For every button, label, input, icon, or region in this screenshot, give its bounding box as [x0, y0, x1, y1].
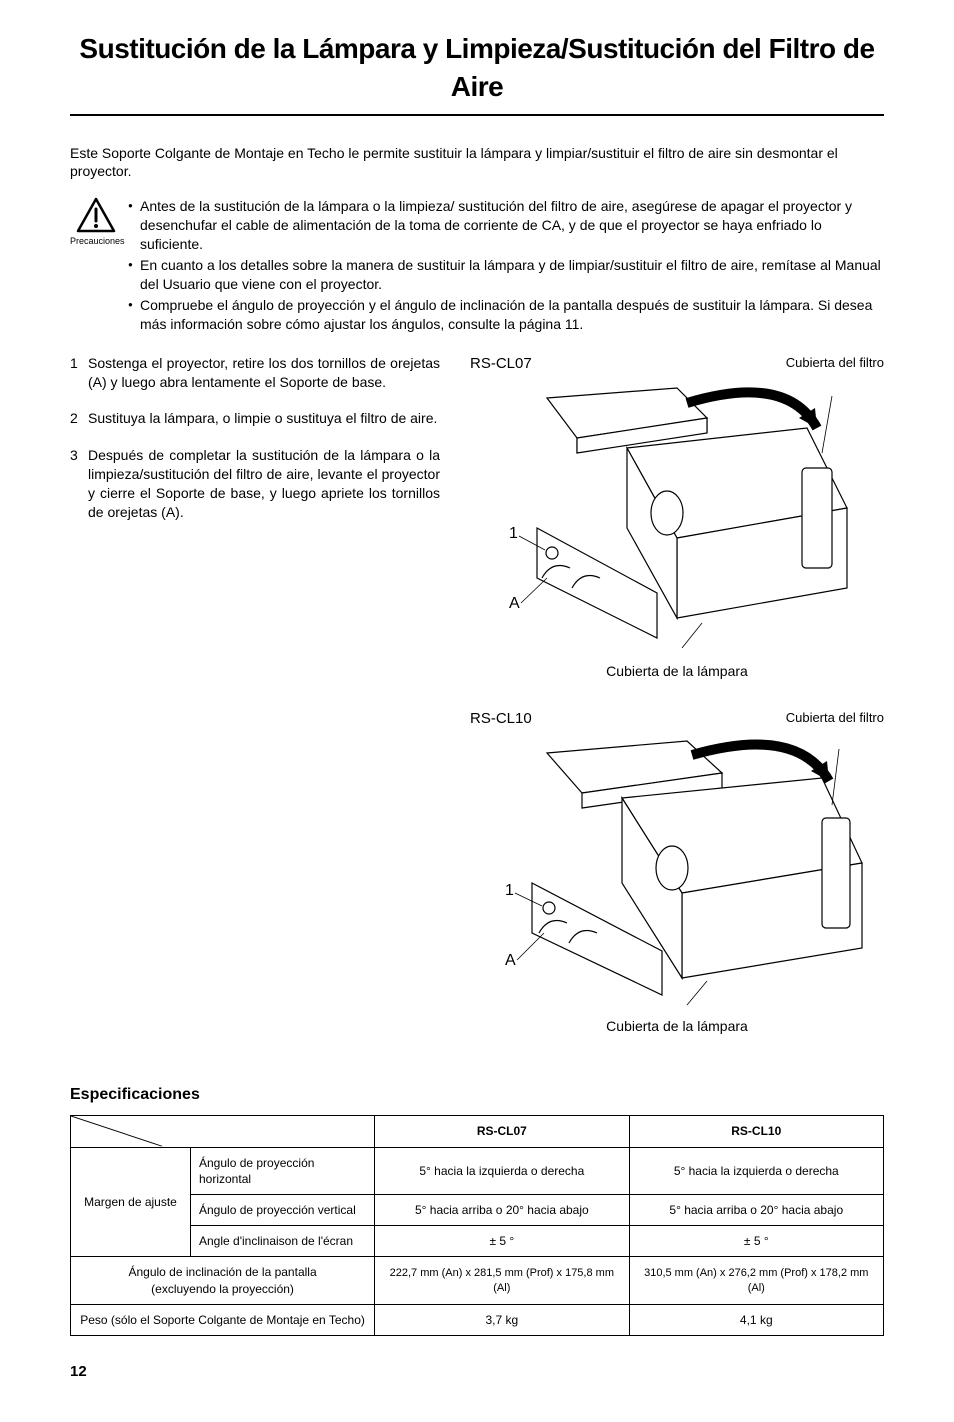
cell: 5° hacia arriba o 20° hacia abajo: [629, 1195, 883, 1226]
col-header: RS-CL10: [629, 1116, 883, 1147]
row-label: Peso (sólo el Soporte Colgante de Montaj…: [71, 1304, 375, 1335]
col-header: RS-CL07: [375, 1116, 629, 1147]
step-item: Sustituya la lámpara, o limpie o sustitu…: [70, 409, 440, 428]
caution-list: Antes de la sustitución de la lámpara o …: [122, 197, 884, 335]
row-label: Ángulo de inclinación de la pantalla (ex…: [71, 1257, 375, 1304]
row-group-label: Margen de ajuste: [71, 1147, 191, 1257]
cell: 5° hacia la izquierda o derecha: [629, 1147, 883, 1194]
caution-item: En cuanto a los detalles sobre la manera…: [128, 256, 884, 294]
step-item: Sostenga el proyector, retire los dos to…: [70, 354, 440, 392]
caution-item: Antes de la sustitución de la lámpara o …: [128, 197, 884, 254]
filter-cover-label: Cubierta del filtro: [786, 709, 884, 727]
step-item: Después de completar la sustitución de l…: [70, 446, 440, 522]
caution-block: Precauciones Antes de la sustitución de …: [70, 197, 884, 335]
page-number: 12: [70, 1362, 884, 1382]
caution-item: Compruebe el ángulo de proyección y el á…: [128, 296, 884, 334]
marker-1: 1: [509, 525, 518, 542]
row-label: Angle d'inclinaison de l'écran: [191, 1226, 375, 1257]
caution-icon: Precauciones: [70, 197, 122, 247]
cell: 4,1 kg: [629, 1304, 883, 1335]
spec-table: RS-CL07 RS-CL10 Margen de ajuste Ángulo …: [70, 1115, 884, 1336]
row-label: Ángulo de proyección horizontal: [191, 1147, 375, 1194]
cell: ± 5 °: [375, 1226, 629, 1257]
row-label: Ángulo de proyección vertical: [191, 1195, 375, 1226]
filter-cover-label: Cubierta del filtro: [786, 354, 884, 372]
cell: 310,5 mm (An) x 276,2 mm (Prof) x 178,2 …: [629, 1257, 883, 1304]
page-title: Sustitución de la Lámpara y Limpieza/Sus…: [70, 30, 884, 116]
marker-a: A: [509, 595, 520, 612]
diagram-rscl10: RS-CL10 Cubierta del filtro: [470, 709, 884, 1036]
lamp-cover-label: Cubierta de la lámpara: [470, 662, 884, 681]
svg-text:A: A: [505, 952, 516, 969]
cell: ± 5 °: [629, 1226, 883, 1257]
spec-heading: Especificaciones: [70, 1084, 884, 1106]
cell: 5° hacia la izquierda o derecha: [375, 1147, 629, 1194]
cell: 222,7 mm (An) x 281,5 mm (Prof) x 175,8 …: [375, 1257, 629, 1304]
cell: 3,7 kg: [375, 1304, 629, 1335]
caution-label: Precauciones: [70, 236, 125, 246]
intro-text: Este Soporte Colgante de Montaje en Tech…: [70, 144, 884, 182]
diagram-rscl07: RS-CL07 Cubierta del filtro: [470, 354, 884, 681]
steps-list: Sostenga el proyector, retire los dos to…: [70, 354, 440, 522]
cell: 5° hacia arriba o 20° hacia abajo: [375, 1195, 629, 1226]
lamp-cover-label: Cubierta de la lámpara: [470, 1017, 884, 1036]
svg-text:1: 1: [505, 882, 514, 899]
